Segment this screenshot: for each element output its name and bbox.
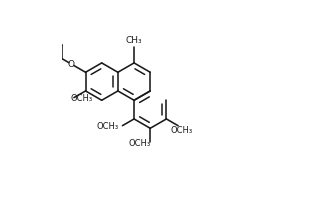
Text: CH₃: CH₃ [126,36,142,45]
Text: OCH₃: OCH₃ [70,94,92,103]
Text: OCH₃: OCH₃ [128,139,150,148]
Text: OCH₃: OCH₃ [96,122,119,131]
Text: O: O [68,60,75,69]
Text: OCH₃: OCH₃ [170,126,192,135]
